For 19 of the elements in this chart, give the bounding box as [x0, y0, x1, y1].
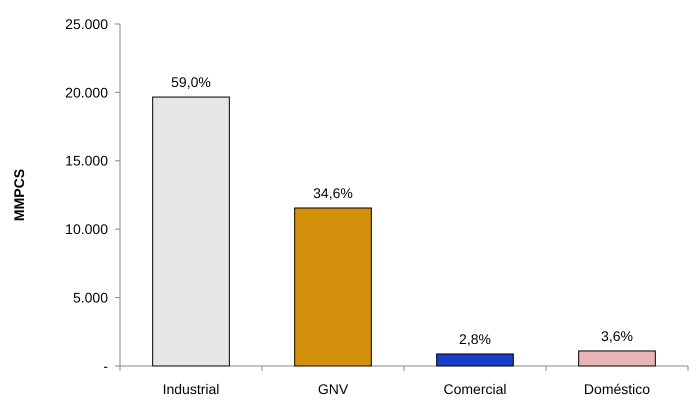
annotation: 3,6%	[601, 328, 633, 344]
annotation: 59,0%	[171, 74, 211, 90]
y-tick-label: 10.000	[65, 221, 108, 238]
annotation: 2,8%	[459, 330, 491, 347]
x-tick-label: GNV	[318, 381, 349, 397]
y-tick-label: 5.000	[72, 290, 108, 306]
y-axis-title: MMPCS	[11, 168, 27, 222]
bar	[152, 96, 230, 366]
y-tick-label: 25.000	[65, 16, 108, 32]
bar	[578, 350, 656, 366]
y-tick-label: -	[103, 358, 108, 374]
annotation: 34,6%	[313, 184, 353, 201]
x-tick-label: Industrial	[162, 381, 220, 397]
bar	[436, 353, 514, 366]
x-tick-label: Doméstico	[584, 381, 650, 397]
x-tick-label: Comercial	[443, 381, 507, 397]
y-tick-label: 15.000	[65, 152, 108, 169]
bar	[294, 207, 372, 366]
y-tick-label: 20.000	[65, 84, 108, 100]
